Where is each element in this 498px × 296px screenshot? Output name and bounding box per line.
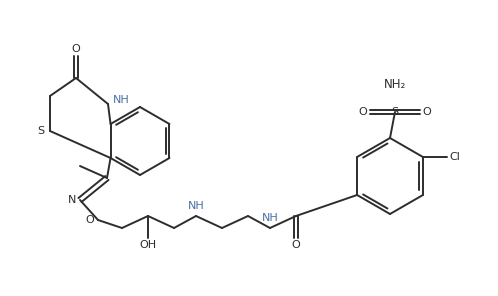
Text: O: O (423, 107, 431, 117)
Text: S: S (391, 107, 398, 117)
Text: O: O (72, 44, 80, 54)
Text: O: O (359, 107, 368, 117)
Text: Cl: Cl (450, 152, 460, 162)
Text: O: O (86, 215, 95, 225)
Text: S: S (37, 126, 44, 136)
Text: NH: NH (261, 213, 278, 223)
Text: N: N (68, 195, 76, 205)
Text: OH: OH (139, 240, 156, 250)
Text: NH: NH (188, 201, 204, 211)
Text: NH₂: NH₂ (384, 78, 406, 91)
Text: NH: NH (113, 95, 129, 105)
Text: O: O (292, 240, 300, 250)
